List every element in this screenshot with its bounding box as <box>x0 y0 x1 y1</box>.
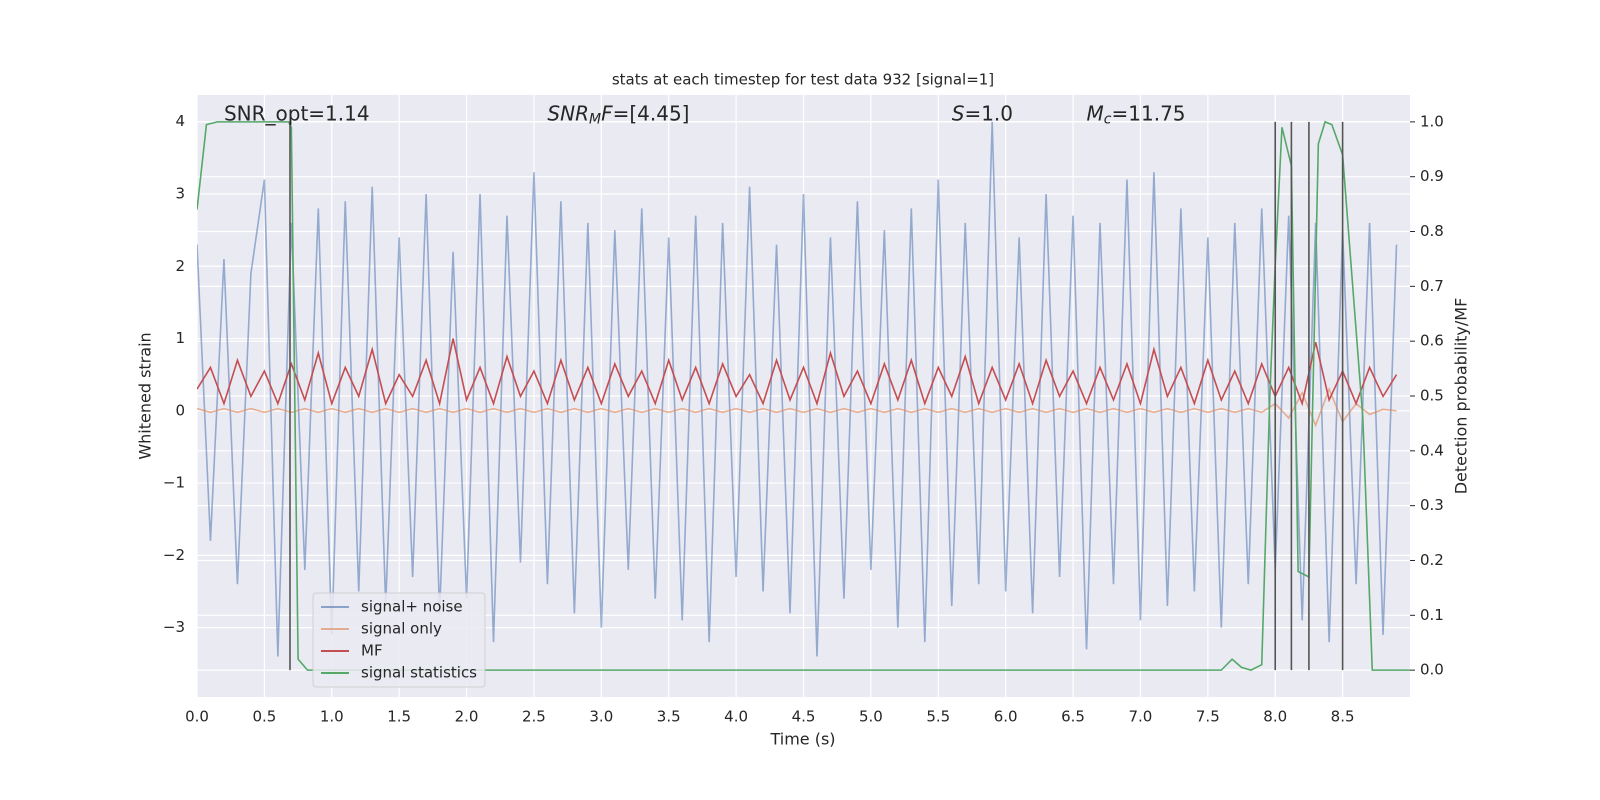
y-tick-label: 3 <box>175 185 185 203</box>
chart-title: stats at each timestep for test data 932… <box>612 71 994 89</box>
legend-label: signal only <box>361 620 442 638</box>
annotation-part: S <box>952 101 965 125</box>
series-line <box>197 386 1397 428</box>
annotation: SNRMF=[4.45] <box>547 101 689 128</box>
y-tick-label: 2 <box>175 257 185 275</box>
series-line <box>197 338 1398 407</box>
y-tick-label: −2 <box>163 546 185 564</box>
x-tick-label: 1.5 <box>387 708 411 726</box>
x-tick-label: 6.5 <box>1061 708 1085 726</box>
y-axis-label: Whitened strain <box>136 332 155 459</box>
y2-tick-label: 0.0 <box>1420 661 1444 679</box>
x-axis-label: Time (s) <box>769 730 835 749</box>
x-tick-label: 5.5 <box>926 708 950 726</box>
x-tick-label: 6.0 <box>994 708 1018 726</box>
y2-tick-label: 0.5 <box>1420 387 1444 405</box>
plot-layer <box>197 120 1410 671</box>
annotation-part: F <box>601 101 613 125</box>
x-tick-label: 7.5 <box>1196 708 1220 726</box>
y2-tick-label: 1.0 <box>1420 112 1444 130</box>
y2-tick-label: 0.4 <box>1420 441 1444 459</box>
annotation-part: M <box>589 112 601 128</box>
y-tick-label: −3 <box>163 618 185 636</box>
x-tick-label: 4.0 <box>724 708 748 726</box>
annotation-part: SNR <box>547 101 589 125</box>
y2-tick-label: 0.2 <box>1420 551 1444 569</box>
x-tick-label: 2.0 <box>455 708 479 726</box>
y2-tick-label: 0.3 <box>1420 496 1444 514</box>
x-tick-label: 1.0 <box>320 708 344 726</box>
x-tick-label: 8.5 <box>1331 708 1355 726</box>
x-tick-label: 7.0 <box>1129 708 1153 726</box>
annotation-part: M <box>1087 101 1104 125</box>
annotation-part: =1.0 <box>964 101 1013 125</box>
y2-tick-label: 0.6 <box>1420 332 1444 350</box>
annotation-part: =11.75 <box>1112 101 1186 125</box>
legend-label: signal+ noise <box>361 598 463 616</box>
x-tick-label: 4.5 <box>792 708 816 726</box>
y2-tick-label: 0.9 <box>1420 167 1444 185</box>
y-tick-label: 4 <box>175 112 185 130</box>
series-line <box>197 121 1398 657</box>
x-tick-label: 0.5 <box>252 708 276 726</box>
annotation-part: c <box>1104 112 1112 128</box>
x-tick-label: 8.0 <box>1263 708 1287 726</box>
y-tick-label: −1 <box>163 474 185 492</box>
y-tick-label: 0 <box>175 401 185 419</box>
series-line <box>197 120 1410 671</box>
x-tick-label: 0.0 <box>185 708 209 726</box>
y2-tick-label: 0.1 <box>1420 606 1444 624</box>
annotation-part: =[4.45] <box>613 101 690 125</box>
x-tick-label: 3.5 <box>657 708 681 726</box>
legend-label: MF <box>361 642 383 660</box>
x-tick-label: 2.5 <box>522 708 546 726</box>
y2-tick-label: 0.7 <box>1420 277 1444 295</box>
legend-label: signal statistics <box>361 664 477 682</box>
annotation: Mc=11.75 <box>1087 101 1186 128</box>
legend-box <box>312 592 486 688</box>
y2-tick-label: 0.8 <box>1420 222 1444 240</box>
x-tick-label: 3.0 <box>589 708 613 726</box>
annotation: S=1.0 <box>952 101 1013 125</box>
annotation: SNR_opt=1.14 <box>224 101 370 125</box>
x-tick-label: 5.0 <box>859 708 883 726</box>
annotation-part: SNR_opt=1.14 <box>224 101 370 125</box>
y2-axis-label: Detection probability/MF <box>1452 298 1471 495</box>
y-tick-label: 1 <box>175 329 185 347</box>
